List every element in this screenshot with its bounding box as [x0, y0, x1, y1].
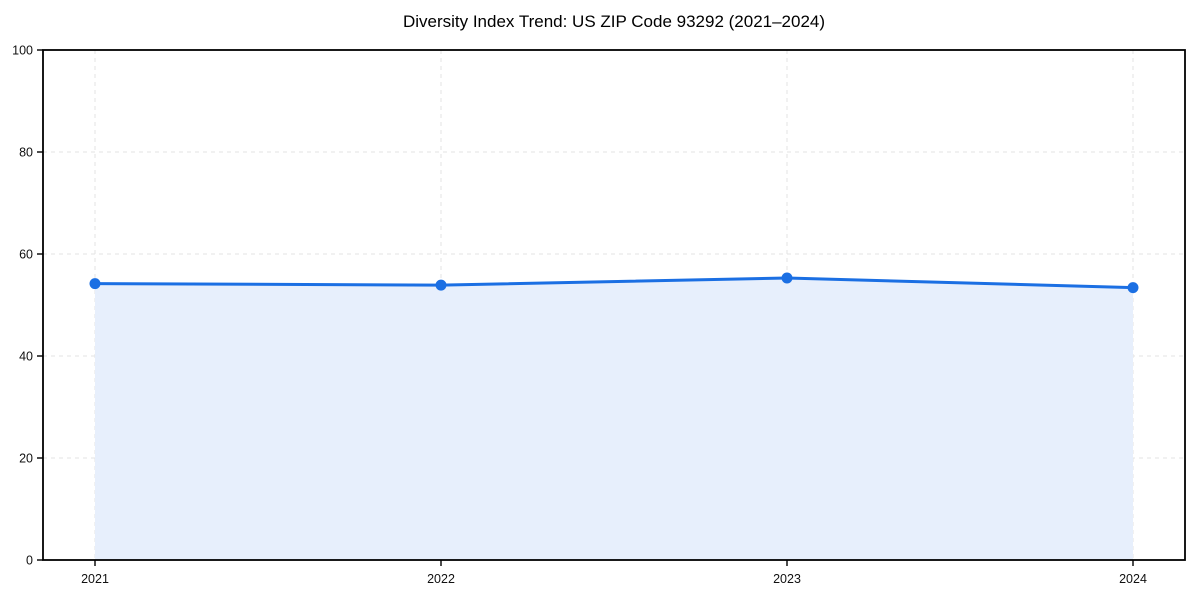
x-tick-label-2022: 2022	[427, 572, 455, 586]
x-tick-label-2021: 2021	[81, 572, 109, 586]
y-tick-label-40: 40	[19, 350, 33, 364]
data-point-2024	[1127, 282, 1139, 294]
x-tick-label-2024: 2024	[1119, 572, 1147, 586]
y-tick-label-0: 0	[26, 554, 33, 568]
y-tick-label-80: 80	[19, 146, 33, 160]
x-tick-label-2023: 2023	[773, 572, 801, 586]
data-point-2022	[435, 279, 447, 291]
y-tick-label-100: 100	[12, 44, 33, 58]
chart-title: Diversity Index Trend: US ZIP Code 93292…	[402, 12, 826, 31]
data-point-2021	[89, 278, 101, 290]
y-tick-label-60: 60	[19, 248, 33, 262]
y-tick-label-20: 20	[19, 452, 33, 466]
data-point-2023	[781, 272, 793, 284]
plot-border	[42, 49, 1186, 561]
area-fill	[95, 277, 1133, 560]
trend-line	[93, 276, 1135, 290]
